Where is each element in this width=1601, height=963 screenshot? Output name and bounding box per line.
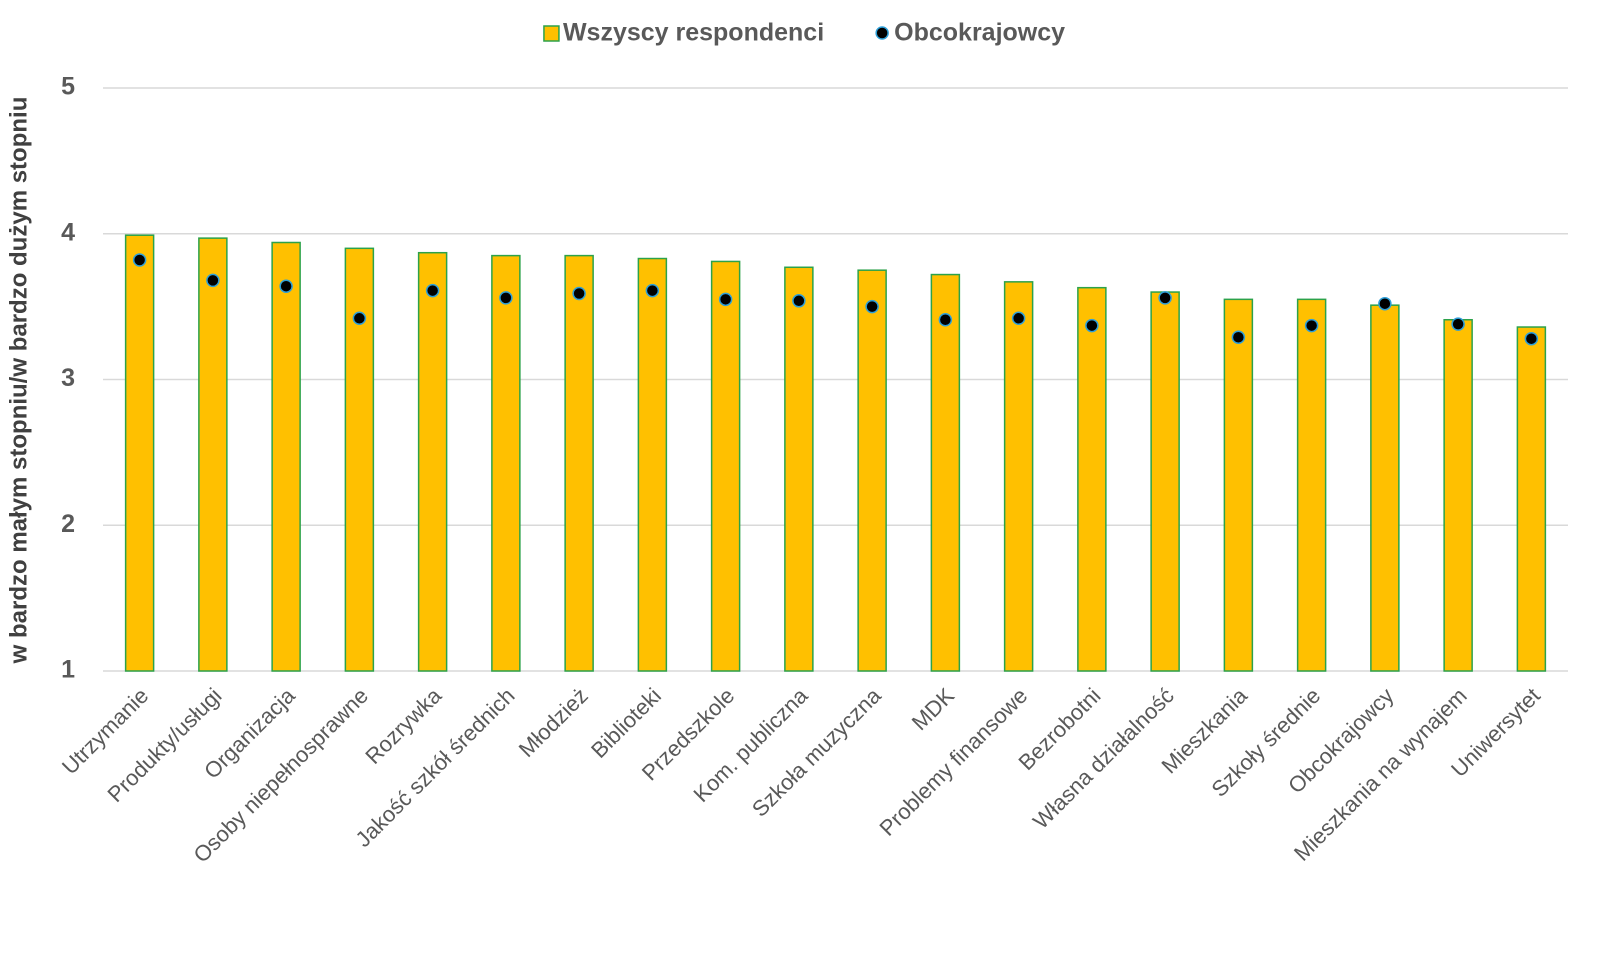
y-axis-title: w bardzo małym stopniu/w bardzo dużym st…	[5, 97, 32, 665]
bar	[1003, 281, 1034, 672]
dot	[792, 294, 806, 308]
dot	[279, 279, 293, 293]
x-tick-label: MDK	[907, 683, 959, 735]
bar	[784, 266, 814, 672]
dot	[645, 283, 660, 298]
bar	[1296, 298, 1327, 672]
dot	[718, 292, 733, 307]
bar	[271, 241, 301, 672]
bar	[198, 237, 228, 672]
y-tick-label: 2	[61, 510, 75, 538]
x-tick-label: Szkoła muzyczna	[747, 682, 886, 821]
bar	[1150, 291, 1180, 672]
dot	[1304, 318, 1319, 333]
bar	[564, 254, 594, 672]
bar	[930, 273, 961, 672]
dot	[938, 312, 953, 327]
legend-marker	[875, 26, 889, 40]
bar	[1077, 286, 1107, 672]
bar	[1223, 298, 1254, 672]
x-tick-label: Młodzież	[514, 683, 593, 762]
x-tick-label: Problemy finansowe	[875, 683, 1033, 841]
bar	[1443, 318, 1473, 672]
dot	[425, 283, 440, 298]
bar	[417, 251, 448, 672]
bar	[857, 269, 887, 672]
y-tick-label: 3	[61, 364, 75, 392]
legend-label: Obcokrajowcy	[894, 19, 1065, 47]
dot	[1158, 291, 1172, 305]
y-tick-label: 5	[61, 73, 75, 101]
dot	[865, 299, 879, 314]
dot	[206, 273, 220, 288]
dot	[572, 286, 586, 301]
dot	[1231, 330, 1246, 344]
dot	[1378, 296, 1392, 311]
dot	[1451, 317, 1465, 331]
dot	[1011, 311, 1026, 326]
dot	[1085, 318, 1099, 333]
bar	[491, 254, 521, 672]
dot	[499, 291, 513, 305]
dot	[132, 253, 147, 267]
legend-label: Wszyscy respondenci	[563, 19, 824, 47]
bar	[1516, 326, 1547, 672]
legend-marker	[543, 25, 560, 42]
y-tick-label: 1	[61, 656, 75, 684]
y-tick-label: 4	[61, 218, 75, 246]
dot	[352, 311, 367, 326]
dot	[1524, 331, 1539, 346]
bar	[124, 234, 155, 672]
x-tick-label: Własna działalność	[1028, 683, 1179, 834]
bar	[637, 257, 668, 672]
bar	[710, 260, 741, 672]
bar	[1370, 304, 1400, 672]
